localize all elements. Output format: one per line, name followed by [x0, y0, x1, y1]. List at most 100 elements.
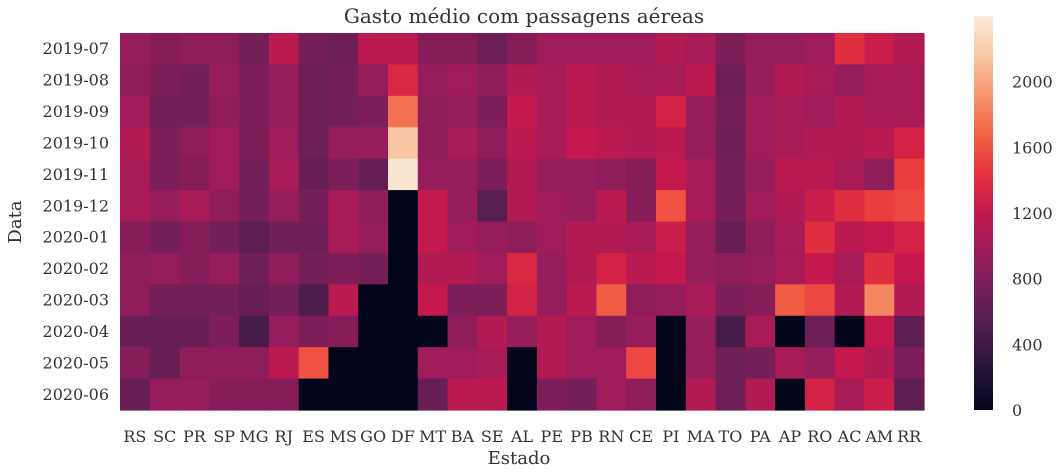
heatmap-cell	[656, 378, 687, 411]
heatmap-cell	[715, 33, 746, 66]
heatmap-cell	[656, 284, 687, 317]
y-tick-label: 2019-09	[43, 102, 109, 121]
heatmap-cell	[120, 190, 151, 223]
heatmap-cell	[626, 347, 657, 380]
heatmap-cell	[864, 127, 895, 160]
heatmap-cell	[834, 127, 866, 160]
heatmap-cell	[715, 190, 746, 223]
heatmap-cell	[685, 378, 717, 411]
heatmap-cell	[447, 158, 478, 191]
y-tick-label: 2019-07	[43, 39, 109, 58]
heatmap-cell	[834, 284, 866, 317]
heatmap-cell	[536, 127, 568, 160]
heatmap-cell	[298, 221, 330, 254]
heatmap-cell	[179, 95, 210, 128]
heatmap-cell	[268, 315, 300, 348]
heatmap-cell	[358, 127, 389, 160]
heatmap-cell	[507, 378, 538, 411]
heatmap-cell	[239, 221, 270, 254]
heatmap-cell	[298, 158, 330, 191]
heatmap-cell	[834, 221, 866, 254]
x-tick-label: DF	[391, 427, 415, 446]
x-tick-label: AM	[864, 427, 893, 446]
x-tick-label: RS	[123, 427, 146, 446]
heatmap-cell	[239, 127, 270, 160]
heatmap-cells	[120, 33, 925, 411]
heatmap-cell	[596, 252, 627, 285]
y-tick-label: 2020-02	[43, 259, 109, 278]
heatmap-cell	[864, 315, 895, 348]
heatmap-cell	[775, 378, 806, 411]
heatmap-cell	[447, 378, 478, 411]
heatmap-cell	[507, 190, 538, 223]
heatmap-cell	[209, 315, 240, 348]
heatmap-cell	[417, 190, 449, 223]
heatmap-cell	[715, 252, 746, 285]
heatmap-cell	[656, 252, 687, 285]
y-tick-label: 2019-10	[43, 133, 109, 152]
heatmap-cell	[715, 64, 746, 97]
heatmap-cell	[388, 284, 419, 317]
colorbar-tick-label: 800	[1012, 270, 1043, 289]
heatmap-cell	[685, 221, 717, 254]
heatmap-cell	[328, 158, 359, 191]
heatmap-cell	[685, 252, 717, 285]
heatmap-cell	[864, 221, 895, 254]
heatmap-cell	[268, 378, 300, 411]
heatmap-cell	[298, 252, 330, 285]
heatmap-cell	[894, 158, 925, 191]
heatmap-cell	[626, 64, 657, 97]
heatmap-cell	[626, 284, 657, 317]
heatmap-cell	[507, 315, 538, 348]
heatmap-cell	[268, 64, 300, 97]
x-tick-label: MT	[419, 427, 446, 446]
heatmap-cell	[358, 33, 389, 66]
heatmap-cell	[298, 284, 330, 317]
heatmap-cell	[507, 221, 538, 254]
heatmap-cell	[804, 190, 836, 223]
heatmap-cell	[566, 221, 598, 254]
x-tick-label: AL	[510, 427, 534, 446]
x-tick-label: ES	[302, 427, 325, 446]
heatmap-cell	[745, 158, 776, 191]
heatmap-cell	[596, 95, 627, 128]
heatmap-cell	[209, 284, 240, 317]
heatmap-cell	[149, 190, 181, 223]
heatmap-cell	[120, 158, 151, 191]
heatmap-cell	[149, 315, 181, 348]
heatmap-cell	[626, 221, 657, 254]
heatmap-cell	[179, 378, 210, 411]
heatmap-cell	[447, 190, 478, 223]
heatmap-cell	[775, 347, 806, 380]
heatmap-cell	[209, 95, 240, 128]
heatmap-cell	[358, 95, 389, 128]
heatmap-cell	[120, 127, 151, 160]
heatmap-cell	[745, 127, 776, 160]
heatmap-cell	[834, 95, 866, 128]
heatmap-cell	[566, 347, 598, 380]
heatmap-cell	[745, 221, 776, 254]
heatmap-cell	[358, 347, 389, 380]
heatmap-cell	[417, 127, 449, 160]
heatmap-cell	[745, 347, 776, 380]
heatmap-cell	[417, 252, 449, 285]
heatmap-cell	[894, 127, 925, 160]
heatmap-cell	[149, 347, 181, 380]
y-tick-label: 2020-04	[43, 322, 109, 341]
heatmap-cell	[388, 158, 419, 191]
heatmap-cell	[417, 347, 449, 380]
colorbar-tick-label: 2000	[1012, 73, 1053, 92]
x-tick-label: PB	[570, 427, 593, 446]
heatmap-cell	[447, 252, 478, 285]
heatmap-cell	[477, 284, 508, 317]
heatmap-cell	[298, 127, 330, 160]
heatmap-cell	[328, 127, 359, 160]
y-axis-label: Data	[5, 200, 26, 243]
x-tick-label: RJ	[275, 427, 293, 446]
heatmap-cell	[685, 347, 717, 380]
heatmap-cell	[536, 315, 568, 348]
y-tick-label: 2019-12	[43, 196, 109, 215]
heatmap-cell	[447, 315, 478, 348]
heatmap-cell	[536, 158, 568, 191]
heatmap-cell	[447, 64, 478, 97]
